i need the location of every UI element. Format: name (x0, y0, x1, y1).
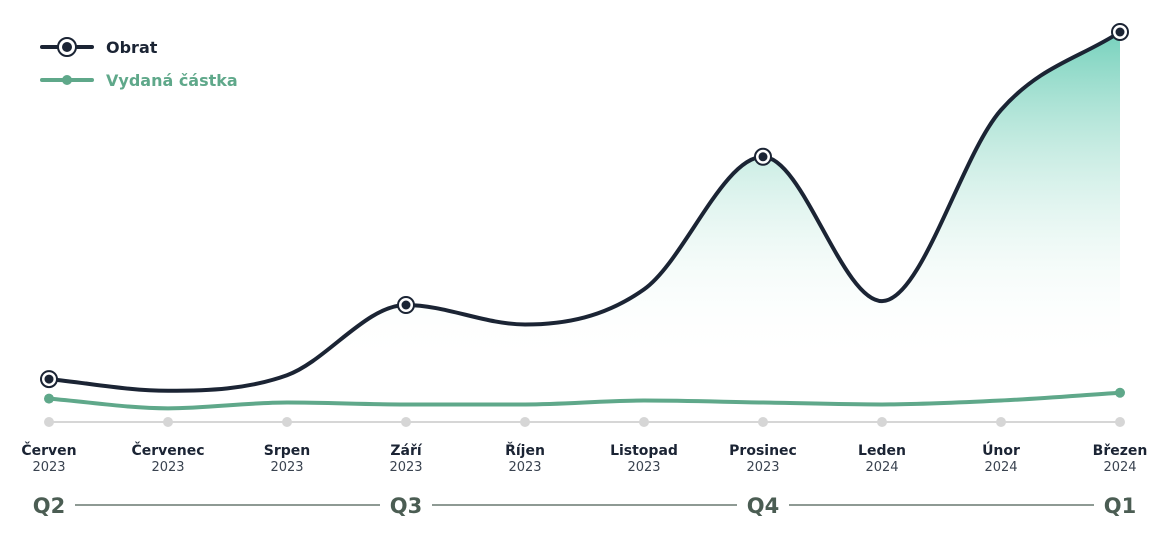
x-tick-dot (996, 417, 1006, 427)
x-tick-month: Leden (858, 443, 906, 459)
x-tick-year: 2023 (627, 460, 660, 475)
x-tick-dot (877, 417, 887, 427)
x-tick-month: Říjen (505, 442, 545, 459)
x-tick-year: 2023 (508, 460, 541, 475)
quarter-timeline: Q2 Q3 Q4 Q1 (33, 494, 1136, 518)
data-point-obrat (397, 296, 415, 314)
x-tick-year: 2023 (270, 460, 303, 475)
data-point-vydana-castka (1115, 387, 1125, 398)
data-point-obrat (40, 370, 58, 389)
x-tick-dot (520, 417, 530, 427)
data-point-obrat (754, 147, 772, 166)
legend-label-vydana-castka: Vydaná částka (106, 71, 238, 90)
x-tick-year: 2024 (865, 460, 898, 475)
x-tick-dot (163, 417, 173, 427)
x-tick-month: Červen (21, 441, 76, 459)
x-tick-month: Březen (1093, 443, 1148, 459)
x-tick-year: 2023 (389, 460, 422, 475)
x-tick-month: Srpen (264, 443, 310, 459)
x-tick-dot (401, 417, 411, 427)
x-tick-dot (1115, 417, 1125, 427)
x-tick-year: 2024 (1103, 460, 1136, 475)
x-tick-year: 2024 (984, 460, 1017, 475)
quarter-label: Q1 (1104, 494, 1136, 518)
quarter-label: Q4 (747, 494, 779, 518)
x-tick-month: Únor (982, 441, 1020, 459)
data-point-dot (44, 374, 54, 384)
x-tick-month: Listopad (610, 443, 678, 459)
data-point-dot (758, 152, 768, 162)
x-axis-tick-dots (44, 417, 1125, 427)
legend-item-obrat: Obrat (40, 37, 158, 57)
legend-label-obrat: Obrat (106, 38, 158, 57)
series-points-vydana-castka (44, 387, 1125, 404)
x-tick-dot (44, 417, 54, 427)
legend-marker-vydana-castka (62, 75, 72, 85)
x-tick-month: Prosinec (729, 443, 797, 459)
legend-marker-obrat (62, 42, 72, 52)
x-tick-year: 2023 (746, 460, 779, 475)
chart-legend: Obrat Vydaná částka (40, 37, 238, 90)
data-point-vydana-castka (44, 393, 54, 404)
quarter-label: Q3 (390, 494, 422, 518)
data-point-obrat (1111, 23, 1129, 41)
series-line-vydana-castka (47, 390, 1122, 411)
x-axis-labels: Červen2023Červenec2023Srpen2023Září2023Ř… (21, 441, 1147, 475)
x-tick-month: Červenec (131, 441, 204, 459)
x-tick-year: 2023 (151, 460, 184, 475)
series-points-obrat (40, 23, 1129, 389)
series-line-obrat (47, 30, 1122, 393)
data-point-dot (401, 300, 411, 310)
x-tick-year: 2023 (32, 460, 65, 475)
x-tick-dot (758, 417, 768, 427)
obrat-area-fill (49, 32, 1120, 422)
x-tick-dot (639, 417, 649, 427)
legend-item-vydana-castka: Vydaná částka (40, 71, 238, 90)
quarter-label: Q2 (33, 494, 65, 518)
x-tick-dot (282, 417, 292, 427)
data-point-dot (1115, 27, 1125, 37)
x-tick-month: Září (390, 443, 423, 459)
